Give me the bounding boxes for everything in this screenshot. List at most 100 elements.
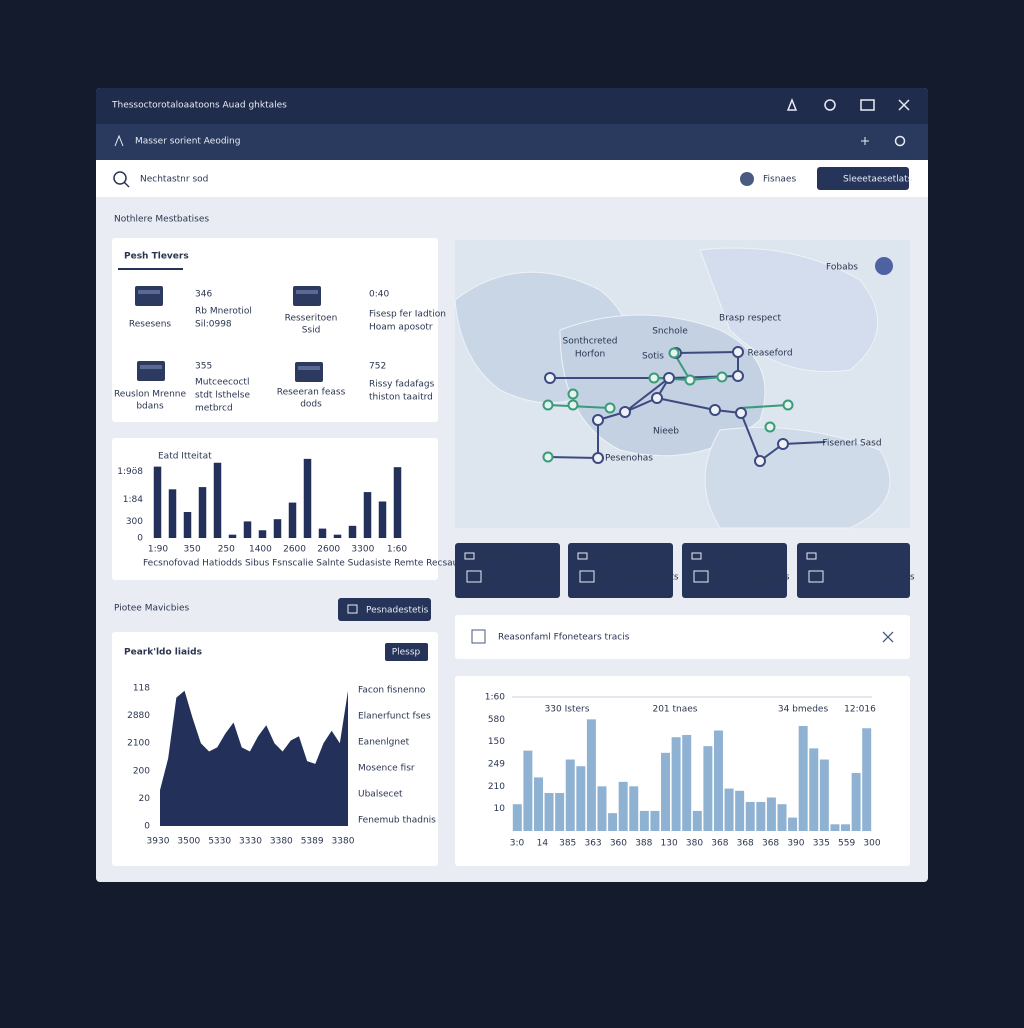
- stat-detail: stdt lsthelse: [195, 391, 250, 401]
- summary-card[interactable]: [797, 543, 910, 598]
- x-tick-label: 3380: [270, 837, 293, 847]
- bar: [213, 462, 222, 538]
- bar: [597, 786, 607, 831]
- nav-title: Masser sorient Aeoding: [135, 137, 240, 147]
- stat-icon-label: Reseeran feass: [277, 388, 346, 398]
- x-tick-label: 250: [218, 545, 235, 555]
- map-node[interactable]: [716, 371, 728, 383]
- map-node[interactable]: [604, 402, 616, 414]
- map-node[interactable]: [684, 374, 696, 386]
- device-icon: [293, 286, 321, 306]
- map-node[interactable]: [544, 372, 556, 384]
- bar: [777, 804, 787, 831]
- x-tick-label: 388: [635, 839, 652, 849]
- map-node[interactable]: [592, 414, 604, 426]
- summary-detail: 2:28 1 fiso A Sasts: [831, 573, 915, 583]
- summary-title: Reassed: [596, 553, 634, 563]
- summary-detail: 2:24 Bisy lasan: [489, 573, 558, 583]
- x-tick-label: 380: [686, 839, 703, 849]
- nav-icon[interactable]: [114, 134, 124, 147]
- icon-close[interactable]: [898, 99, 910, 111]
- x-tick-label: 2600: [283, 545, 306, 555]
- stats-tab[interactable]: Pesh Tlevers: [124, 252, 189, 262]
- stat-icon-label: Ssid: [302, 326, 321, 336]
- bar: [378, 501, 387, 538]
- bar: [692, 810, 702, 831]
- icon-alert[interactable]: [786, 97, 798, 111]
- stat-icon-label: dods: [300, 400, 322, 410]
- map-node[interactable]: [619, 406, 631, 418]
- map-node[interactable]: [567, 388, 579, 400]
- y-tick-label: 118: [133, 684, 150, 694]
- map-button-label[interactable]: Fobabs: [826, 263, 858, 273]
- legend-label: Mosence fisr: [358, 764, 415, 774]
- map-node[interactable]: [648, 372, 660, 384]
- icon-window[interactable]: [860, 99, 875, 111]
- chart-button-label[interactable]: Plessp: [392, 648, 421, 658]
- chart-button[interactable]: [385, 643, 428, 661]
- map-node[interactable]: [754, 455, 766, 467]
- map-node[interactable]: [735, 407, 747, 419]
- device-icon: [137, 361, 165, 381]
- map-label: Reaseford: [747, 349, 792, 359]
- bar: [393, 467, 402, 538]
- summary-icon: [691, 552, 702, 560]
- summary-card[interactable]: [455, 543, 560, 598]
- stat-value: 355: [195, 362, 212, 372]
- legend-label: Eanenlgnet: [358, 738, 410, 748]
- section-button-label[interactable]: Pesnadestetis: [366, 606, 429, 616]
- map-node[interactable]: [709, 404, 721, 416]
- section-title: Nothlere Mestbatises: [114, 215, 209, 225]
- x-tick-label: 368: [737, 839, 754, 849]
- summary-card[interactable]: [682, 543, 787, 598]
- map-node[interactable]: [732, 370, 744, 382]
- summary-card[interactable]: [568, 543, 673, 598]
- primary-button-label[interactable]: Sleeetaesetlats: [843, 175, 913, 185]
- icon-settings[interactable]: [824, 99, 836, 111]
- map-link: [656, 397, 716, 411]
- primary-button[interactable]: [817, 167, 909, 190]
- map-node[interactable]: [764, 421, 776, 433]
- bar: [258, 530, 267, 538]
- y-tick-label: 0: [144, 822, 150, 832]
- map-node[interactable]: [567, 399, 579, 411]
- stat-icon-label: Resseritoen: [285, 314, 338, 324]
- bar: [735, 790, 745, 831]
- notice-close[interactable]: [882, 631, 894, 643]
- bar: [523, 750, 533, 831]
- y-tick-label: 580: [488, 715, 505, 725]
- search-input[interactable]: Nechtastnr sod: [140, 175, 208, 185]
- bar: [618, 781, 628, 831]
- map-node[interactable]: [782, 399, 794, 411]
- bar: [168, 489, 177, 538]
- map-node[interactable]: [777, 438, 789, 450]
- map-node[interactable]: [592, 452, 604, 464]
- bar: [303, 458, 312, 538]
- stat-detail: Rissy fadafags: [369, 380, 435, 390]
- search-icon-handle: [123, 181, 130, 188]
- map-link: [740, 412, 761, 462]
- bar: [713, 730, 723, 831]
- x-tick-label: 390: [787, 839, 804, 849]
- legend-label: Facon fisnenno: [358, 686, 426, 696]
- map-node[interactable]: [663, 372, 675, 384]
- section-button[interactable]: [338, 598, 431, 621]
- search-icon[interactable]: [113, 171, 127, 185]
- bar: [198, 487, 207, 538]
- x-tick-label: 14: [537, 839, 549, 849]
- filter-icon[interactable]: [740, 172, 754, 186]
- map-node[interactable]: [651, 392, 663, 404]
- map-locate-button[interactable]: [875, 257, 893, 275]
- icon-search[interactable]: [894, 135, 906, 147]
- filter-label[interactable]: Fisnaes: [763, 175, 796, 185]
- icon-add[interactable]: [861, 137, 869, 145]
- map-node[interactable]: [732, 346, 744, 358]
- notice-text: Reasonfaml Ffonetears tracis: [498, 633, 630, 643]
- bar: [756, 801, 766, 831]
- map-node[interactable]: [542, 399, 554, 411]
- y-tick-label: 20: [139, 794, 151, 804]
- series-label: 34 bmedes: [778, 705, 829, 715]
- map-node[interactable]: [542, 451, 554, 463]
- y-tick-label: 10: [494, 804, 506, 814]
- map-node[interactable]: [668, 347, 680, 359]
